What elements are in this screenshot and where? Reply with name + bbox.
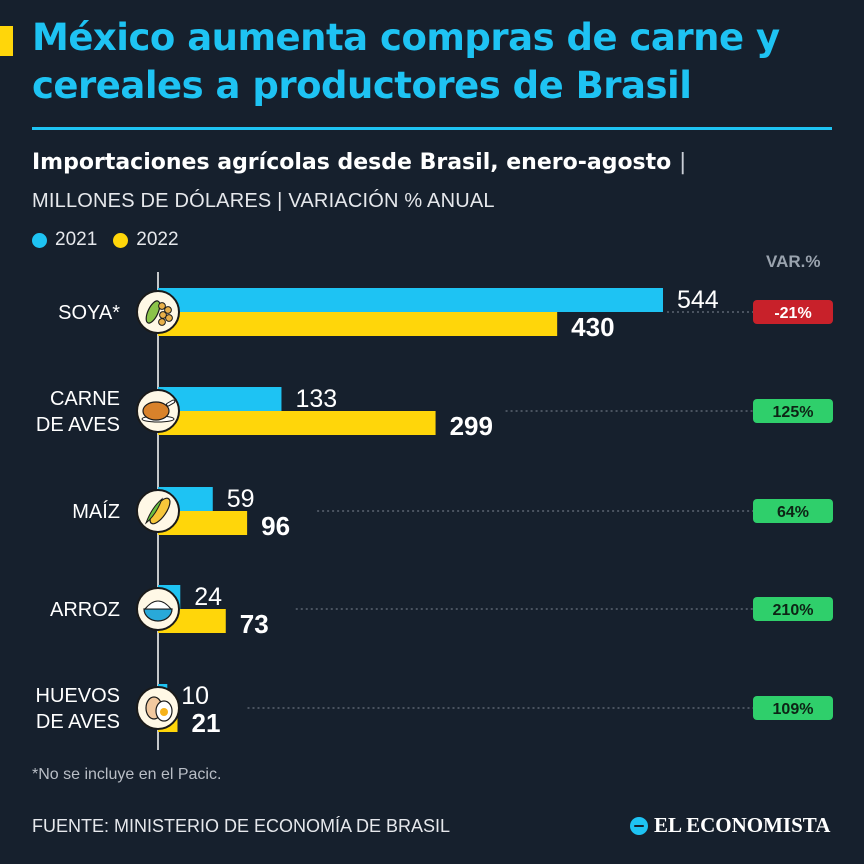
variation-value-2: 64% [777,504,809,521]
egg-icon [136,686,180,730]
value-label-2022-0: 430 [571,312,614,342]
variation-badge-1 [753,399,833,423]
units-label: MILLONES DE DÓLARES | VARIACIÓN % ANUAL [32,190,495,212]
variation-badge-4 [753,696,833,720]
chart-title: México aumenta compras de carne y cereal… [32,16,780,107]
value-label-2022-4: 21 [191,708,220,738]
bar-2022-0 [158,312,558,336]
value-label-2021-0: 544 [677,286,719,314]
variation-badge-3 [753,597,833,621]
brand-mark-icon [630,816,648,835]
legend-dot-2022 [113,232,129,248]
subtitle-separator: | [678,150,687,175]
rice-icon [136,587,180,631]
value-label-2022-2: 96 [261,511,290,541]
variation-header: VAR.% [766,252,821,271]
source-note: FUENTE: MINISTERIO DE ECONOMÍA DE BRASIL [32,816,451,836]
value-label-2021-2: 59 [227,485,255,513]
legend: 2021 2022 [32,229,195,251]
value-label-2021-3: 24 [194,583,222,611]
variation-badge-0 [753,300,833,324]
category-label-1-0: CARNE [50,388,120,410]
legend-item-2022: 2022 [113,229,179,251]
variation-value-3: 210% [773,602,814,619]
variation-value-4: 109% [773,701,814,718]
legend-label-2022: 2022 [136,229,179,250]
subtitle-text: Importaciones agrícolas desde Brasil, en… [32,150,672,175]
category-label-4-1: DE AVES [36,711,120,733]
legend-item-2021: 2021 [32,229,97,251]
chart-subtitle: Importaciones agrícolas desde Brasil, en… [32,150,686,175]
title-divider [32,127,832,130]
chicken-icon [136,389,180,433]
value-label-2021-1: 133 [295,385,337,413]
value-label-2021-4: 10 [181,682,209,710]
category-label-3-0: ARROZ [50,599,120,621]
value-label-2022-1: 299 [450,411,493,441]
variation-badge-2 [753,499,833,523]
brand-logo: EL ECONOMISTA [630,813,830,838]
legend-label-2021: 2021 [55,229,98,250]
value-label-2022-3: 73 [240,609,269,639]
corn-icon [136,489,180,533]
title-accent-bar [0,26,13,56]
legend-dot-2021 [32,232,47,248]
variation-value-0: -21% [774,305,811,322]
category-label-2-0: MAÍZ [72,500,120,523]
footnote: *No se incluye en el Pacic. [32,766,222,783]
category-label-4-0: HUEVOS [36,685,120,707]
variation-value-1: 125% [773,404,814,421]
category-label-1-1: DE AVES [36,414,120,436]
soy-icon [136,290,180,334]
brand-name: EL ECONOMISTA [654,813,831,837]
bar-2021-0 [158,288,663,312]
category-label-0-0: SOYA* [58,302,120,324]
bar-2022-1 [158,411,436,435]
